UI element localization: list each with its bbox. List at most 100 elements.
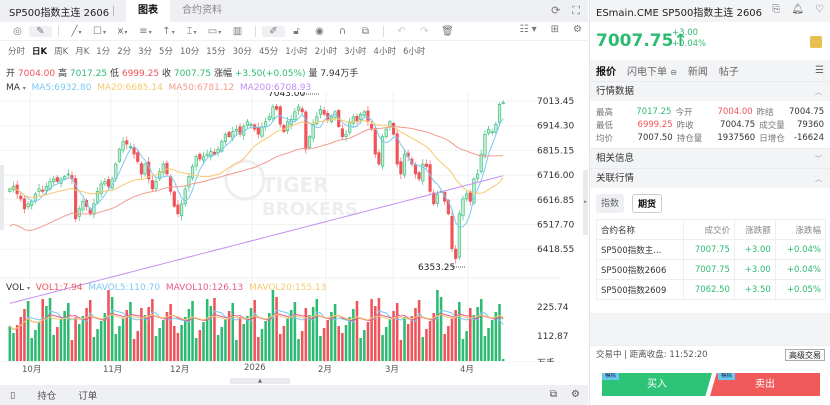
copy-icon[interactable]: ⧉ — [549, 389, 558, 400]
period-16[interactable]: 6小时 — [402, 46, 426, 57]
settings-icon[interactable]: ⚙ — [571, 389, 580, 400]
fullscreen-icon[interactable]: ⛶ — [572, 4, 580, 17]
low-value: 6999.25 — [121, 69, 160, 79]
col-header[interactable]: 涨跌额 — [733, 219, 776, 240]
draw-icon[interactable]: ✐ — [262, 25, 285, 37]
clone-icon[interactable]: ⧉ — [361, 25, 370, 37]
bookmark-icon[interactable]: ⎘ — [772, 4, 781, 15]
quote-row: 最低 6999.25 昨收 7004.75 成交量 79360 — [596, 119, 824, 131]
col-header[interactable]: 合约名称 — [596, 219, 684, 240]
period-14[interactable]: 3小时 — [344, 46, 367, 57]
svg-text:BROKERS: BROKERS — [262, 199, 358, 220]
volume-legend: VOL ▾ VOL1:7.94 MAVOL5:110.70 MAVOL10:12… — [6, 283, 326, 293]
svg-text:6815.15: 6815.15 — [537, 146, 574, 156]
vol-selector[interactable]: VOL ▾ — [6, 283, 30, 293]
period-13[interactable]: 2小时 — [314, 46, 338, 57]
period-9[interactable]: 15分 — [206, 46, 226, 57]
tab-orders[interactable]: 订单 — [78, 391, 98, 402]
quote-row: 均价 7007.50 持仓量 1937560 日增仓 -16624 — [596, 132, 824, 144]
tab-chart[interactable]: 图表 — [126, 0, 170, 22]
col-header[interactable]: 成交价 — [682, 219, 735, 240]
period-7[interactable]: 5分 — [159, 46, 173, 57]
more-icon: ⊖ — [670, 68, 677, 77]
tab-quote[interactable]: 报价 — [596, 63, 616, 83]
expand-right-handle[interactable]: ▸ — [583, 170, 588, 235]
bar-icon[interactable]: ▥ — [232, 25, 243, 37]
settings-icon[interactable]: ⚙ — [573, 24, 582, 35]
tab-contract-info[interactable]: 合约资料 — [182, 5, 222, 16]
section-quote-data[interactable]: 行情数据 ︿ — [590, 81, 830, 101]
table-row[interactable]: SP500指数2609 7062.50 +3.50 +0.05% — [596, 279, 827, 300]
table-row[interactable]: SP500指数2606 7007.75 +3.00 +0.04% — [596, 259, 827, 280]
sell-button[interactable]: 模拟 卖出 — [710, 373, 820, 396]
chip-index[interactable]: 指数 — [596, 194, 625, 213]
menu-icon[interactable]: ☰ — [815, 65, 824, 76]
x-tick: 11月 — [103, 365, 123, 375]
mavol20-value: MAVOL20:155.13 — [248, 283, 327, 293]
trading-status: 交易中 | 距离收盘: 11:52:20 高级交易 — [590, 345, 830, 363]
left-panel-handle[interactable] — [0, 165, 4, 230]
eye-icon[interactable]: ◉ — [315, 25, 324, 37]
ma5-value: MA5:6932.80 — [31, 83, 92, 93]
ohlc-readout: 开 7004.00 高 7017.25 低 6999.25 收 7007.75 … — [6, 66, 358, 79]
trash-icon[interactable]: 🗑︎ — [441, 25, 454, 37]
period-5[interactable]: 2分 — [117, 46, 132, 57]
line-icon[interactable]: ╱▾ — [71, 25, 82, 37]
svg-text:112.87: 112.87 — [537, 332, 569, 342]
tab-news[interactable]: 新闻 — [687, 67, 708, 78]
sim-badge: 模拟 — [718, 373, 736, 380]
lock-icon[interactable]: 🔓︎ — [293, 25, 300, 37]
chevron-up-icon: ︿ — [815, 175, 822, 183]
period-2[interactable]: 周K — [54, 46, 69, 57]
period-6[interactable]: 3分 — [138, 46, 153, 57]
period-10[interactable]: 30分 — [232, 46, 252, 57]
pattern-icon[interactable]: ⩙▾ — [117, 25, 128, 37]
ma-selector[interactable]: MA ▾ — [6, 83, 26, 93]
fib-icon[interactable]: ≡▾ — [139, 25, 152, 37]
bell-icon[interactable]: 🔔︎ — [791, 4, 805, 15]
period-0[interactable]: 分时 — [8, 46, 26, 57]
arrow-icon[interactable]: ↑▾ — [162, 25, 175, 37]
collapse-panel-handle[interactable]: ▲ — [230, 378, 290, 384]
magnet-icon[interactable]: ∩ — [338, 25, 347, 37]
advanced-trade-button[interactable]: 高级交易 — [785, 349, 825, 361]
grid-icon[interactable]: ⊞ — [550, 24, 560, 35]
tab-posts[interactable]: 帖子 — [718, 67, 739, 78]
measure-icon[interactable]: ⌶▾ — [186, 25, 197, 37]
pen-icon[interactable]: ✎ — [29, 25, 52, 37]
period-3[interactable]: 月K — [75, 46, 90, 57]
quote-grid: 最高 7017.25 今开 7004.00 昨结 7004.75 最低 6999.25 昨收 70… — [590, 101, 830, 148]
table-row[interactable]: SP500指数主... 7007.75 +3.00 +0.04% — [596, 239, 827, 260]
chip-futures[interactable]: 期货 — [632, 194, 663, 213]
volume-value: 7.94万手 — [320, 69, 359, 79]
cursor-icon[interactable]: ◎ — [13, 25, 22, 37]
rectangle-icon[interactable]: ☐▾ — [93, 25, 106, 37]
redo-icon[interactable]: ↷ — [420, 25, 429, 37]
section-related-info[interactable]: 相关信息 ﹀ — [590, 148, 830, 168]
tab-positions[interactable]: 持仓 — [37, 391, 57, 402]
period-11[interactable]: 45分 — [258, 46, 279, 57]
period-4[interactable]: 1分 — [96, 46, 111, 57]
divider — [113, 6, 114, 16]
period-15[interactable]: 4小时 — [373, 46, 396, 57]
period-8[interactable]: 10分 — [179, 46, 200, 57]
col-header[interactable]: 涨跌幅 — [774, 219, 827, 240]
layout-icon[interactable]: ☷ ▾ — [519, 24, 537, 35]
svg-text:6353.25: 6353.25 — [418, 263, 455, 273]
section-related-quotes[interactable]: 关联行情 ︿ — [590, 168, 830, 188]
divider — [58, 25, 59, 37]
related-quotes: 指数 期货 合约名称 成交价 涨跌额 涨跌幅 SP500指数主... 7007.7… — [590, 188, 830, 313]
divider — [383, 25, 384, 37]
undo-icon[interactable]: ↶ — [397, 25, 406, 37]
heart-icon[interactable]: ♡ — [815, 4, 824, 15]
period-12[interactable]: 1小时 — [285, 46, 308, 57]
buy-button[interactable]: 模拟 买入 — [602, 373, 712, 396]
clock-icon[interactable] — [810, 36, 822, 48]
chevron-down-icon: ﹀ — [815, 155, 822, 163]
text-icon[interactable]: ▭▾ — [207, 25, 222, 37]
panel-icon[interactable]: ▯ — [10, 389, 16, 401]
candlestick-chart[interactable]: 7013.45 6914.30 6815.15 6716.00 6616.85 6517.… — [0, 92, 588, 362]
tab-flash-order[interactable]: 闪电下单 ⊖ — [627, 67, 677, 78]
period-1[interactable]: 日K — [32, 46, 48, 57]
refresh-icon[interactable]: ⟳ — [551, 4, 561, 17]
